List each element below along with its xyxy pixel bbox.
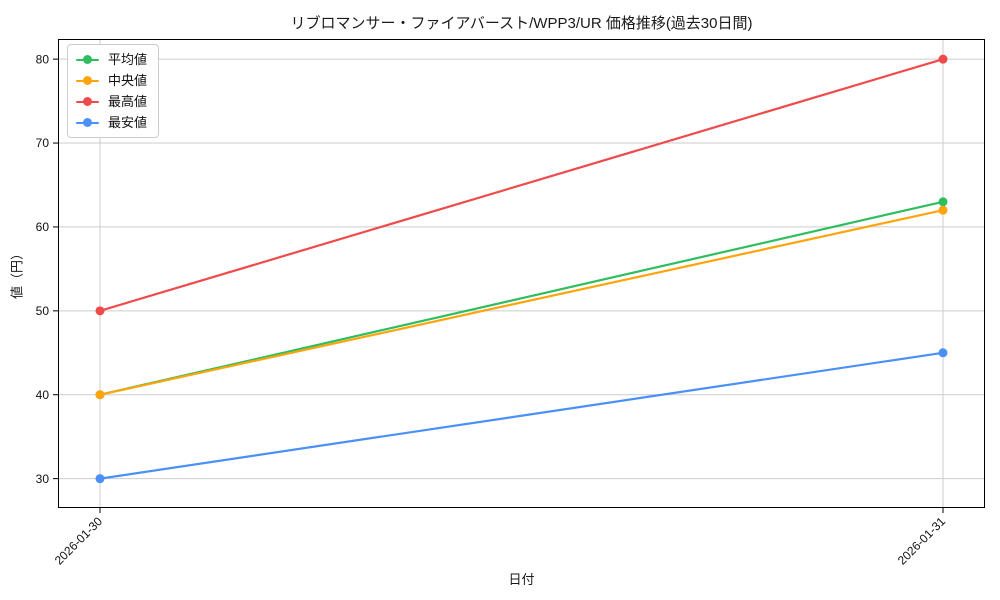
chart-title: リブロマンサー・ファイアバースト/WPP3/UR 価格推移(過去30日間): [290, 15, 753, 32]
legend-label: 平均値: [108, 52, 148, 67]
y-axis-label: 値（円）: [9, 246, 25, 300]
data-point-平均値: [938, 197, 948, 207]
legend-marker-icon: [76, 76, 99, 86]
data-point-最高値: [938, 54, 948, 64]
legend-marker-icon: [76, 97, 99, 107]
legend-marker-icon: [76, 55, 99, 65]
legend-label: 最高値: [108, 94, 148, 109]
series-line-最安値: [99, 351, 944, 480]
x-tick-label: 2026-01-30: [52, 514, 106, 568]
y-tick-label: 30: [36, 472, 50, 486]
series-line-最高値: [99, 58, 944, 312]
series-line-平均値: [99, 200, 944, 396]
y-tick-label: 60: [36, 220, 50, 234]
legend-item-中央値: 中央値: [76, 72, 147, 89]
data-point-中央値: [938, 205, 948, 215]
x-tick-label-group: 2026-01-31: [895, 514, 949, 568]
data-point-最安値: [95, 474, 105, 484]
legend-label: 最安値: [108, 115, 148, 130]
data-point-最安値: [938, 348, 948, 358]
plot-area: 30 40 50 60 70 80 2026-01-30 2026-01-31: [36, 39, 985, 568]
y-tick-label: 80: [36, 52, 50, 66]
data-point-最高値: [95, 306, 105, 316]
series-line-中央値: [99, 209, 944, 396]
legend-item-最安値: 最安値: [76, 114, 147, 131]
x-tick-label: 2026-01-31: [895, 514, 949, 568]
legend-item-最高値: 最高値: [76, 93, 147, 110]
x-tick-label-group: 2026-01-30: [52, 514, 106, 568]
chart-legend: 平均値中央値最高値最安値: [67, 44, 160, 138]
axes-frame: [58, 39, 985, 508]
y-tick-label: 70: [36, 136, 50, 150]
y-tick-label: 40: [36, 388, 50, 402]
data-point-中央値: [95, 390, 105, 400]
legend-marker-icon: [76, 118, 99, 128]
legend-label: 中央値: [108, 73, 148, 88]
x-axis-label: 日付: [508, 572, 535, 587]
y-tick-label: 50: [36, 304, 50, 318]
legend-item-平均値: 平均値: [76, 51, 147, 68]
